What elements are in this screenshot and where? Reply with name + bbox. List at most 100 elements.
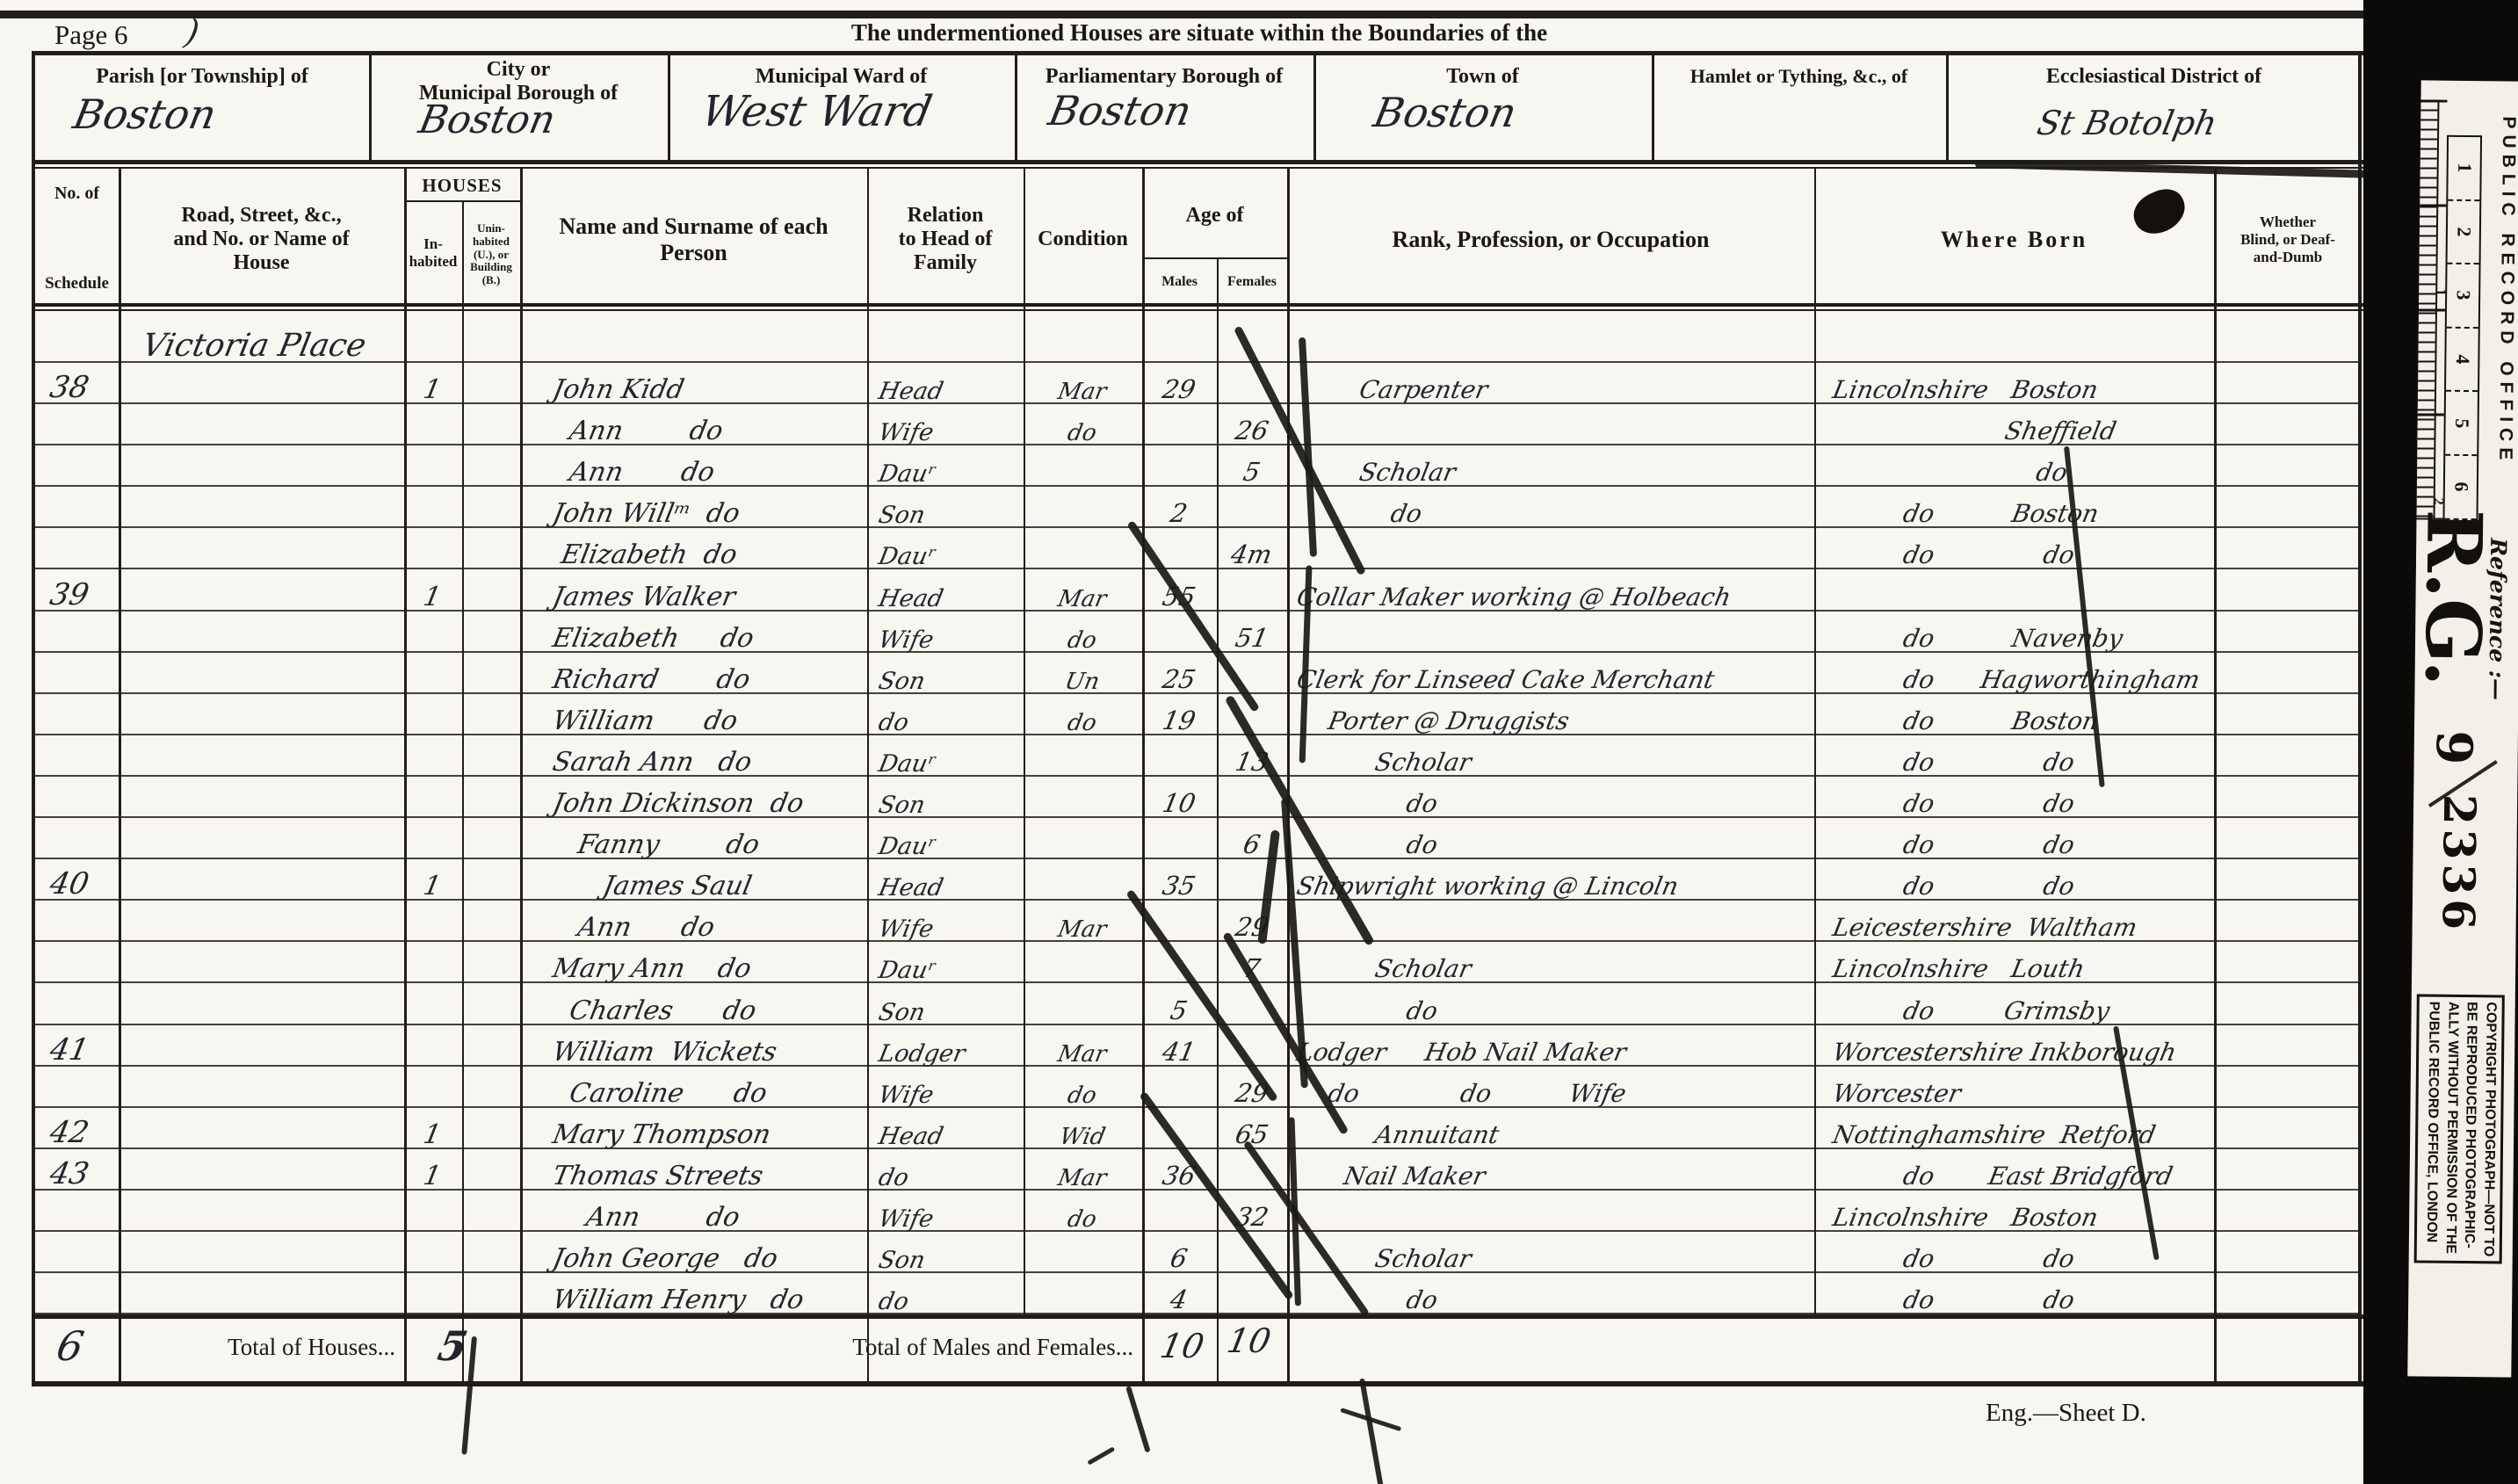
handwritten-entry: Sheffield: [1830, 416, 2119, 446]
cell-schedule: 38: [33, 369, 119, 405]
column-line: [2214, 169, 2217, 1381]
handwritten-entry: Lincolnshire Boston: [1830, 375, 2101, 405]
cell-inhabited: 1: [404, 373, 462, 405]
cell-name: Sarah Ann do: [520, 745, 867, 778]
cell-blind: [2214, 666, 2362, 692]
cell-born: do Boston: [1814, 706, 2214, 735]
cell-schedule: [33, 1197, 119, 1230]
cell-uninhabited: [462, 621, 520, 651]
cell-born: Worcester: [1814, 1078, 2214, 1108]
boundary-value-borough: Boston: [415, 98, 560, 142]
ruler-cell-number: 5: [2450, 417, 2473, 429]
column-header-relation: Relation to Head of Family: [898, 204, 993, 274]
cell-male: [1142, 746, 1217, 775]
column-line: [1652, 54, 1654, 162]
handwritten-entry: do do: [1830, 540, 2078, 570]
cell-male: 2: [1142, 497, 1217, 528]
column-line: [462, 202, 464, 1381]
cell-occupation: do: [1287, 498, 1814, 528]
boundary-label-town: Town of: [1446, 65, 1519, 88]
cell-inhabited: [404, 952, 462, 981]
cell-condition: do: [1024, 707, 1142, 736]
handwritten-entry: Lincolnshire Boston: [1830, 1202, 2101, 1232]
handwritten-entry: Ann do: [550, 1201, 742, 1233]
cell-road: [119, 531, 404, 568]
cell-blind: [2214, 625, 2362, 651]
cell-road: [119, 1234, 404, 1271]
cell-condition: do: [1024, 417, 1142, 446]
cell-condition: Un: [1024, 666, 1142, 695]
boundary-label-hamlet: Hamlet or Tything, &c., of: [1690, 65, 1908, 87]
cell-schedule: [33, 493, 119, 526]
handwritten-entry: Richard do: [550, 663, 753, 695]
cell-condition: do: [1024, 625, 1142, 654]
cell-blind: [2214, 417, 2362, 444]
cell-road: [119, 1111, 404, 1147]
cell-occupation: Porter @ Druggists: [1287, 706, 1814, 735]
column-line: [1217, 259, 1219, 1381]
handwritten-entry: Head: [876, 378, 946, 406]
cell-blind: [2214, 1162, 2362, 1189]
cell-name: Elizabeth do: [520, 538, 867, 570]
handwritten-entry: 26: [1232, 416, 1271, 446]
cell-occupation: do: [1287, 788, 1814, 818]
cell-name: Charles do: [520, 994, 867, 1026]
cell-female: 13: [1217, 746, 1287, 777]
ruler-cell: 3: [2446, 264, 2479, 329]
rule-line: [33, 51, 2363, 55]
cell-relation: Dauʳ: [867, 458, 1024, 488]
cell-uninhabited: [462, 1076, 520, 1106]
cell-inhabited: [404, 910, 462, 940]
handwritten-entry: Mary Thompson: [550, 1118, 774, 1150]
boundary-value-ward: West Ward: [697, 87, 937, 136]
cell-name: Caroline do: [520, 1076, 867, 1109]
column-line: [1313, 54, 1316, 162]
boundary-label-borough: City or Municipal Borough of: [418, 58, 619, 105]
column-line: [32, 51, 35, 1386]
cell-blind: [2214, 500, 2362, 526]
table-row: Caroline do Wife do 29 do do Wife Worcester: [33, 1067, 2362, 1109]
handwritten-entry: 40: [47, 866, 92, 902]
cell-relation: do: [867, 706, 1024, 736]
cell-name: Mary Ann do: [520, 952, 867, 984]
handwritten-entry: do Hagworthingham: [1830, 664, 2203, 694]
table-row: 40 1 James Saul Head 35 Shipwright working @…: [33, 859, 2362, 901]
boundary-label-ecclesiastical: Ecclesiastical District of: [2045, 65, 2262, 88]
handwritten-entry: Head: [876, 584, 946, 612]
cell-condition: [1024, 955, 1142, 981]
cell-schedule: [33, 948, 119, 981]
handwritten-entry: Mar: [1055, 1040, 1110, 1068]
cell-blind: [2214, 335, 2362, 361]
cell-uninhabited: [462, 331, 520, 361]
rule-line: [0, 11, 2363, 18]
cell-occupation: Shipwright working @ Lincoln: [1287, 871, 1814, 901]
cell-relation: do: [867, 1285, 1024, 1315]
cell-relation: Head: [867, 583, 1024, 612]
pen-stroke: [1125, 1386, 1151, 1453]
cell-blind: [2214, 459, 2362, 485]
cell-blind: [2214, 1286, 2362, 1313]
handwritten-entry: 43: [47, 1155, 92, 1191]
cell-born: Leicestershire Waltham: [1814, 912, 2214, 942]
cell-road: [119, 821, 404, 858]
cell-female: 5: [1217, 456, 1287, 487]
table-row: John George do Son 6 Scholar do do: [33, 1232, 2362, 1275]
cell-female: [1217, 870, 1287, 899]
cell-road: [119, 1028, 404, 1065]
cell-condition: Mar: [1024, 1162, 1142, 1191]
handwritten-entry: Son: [876, 1247, 928, 1275]
cell-name: John Kidd: [520, 373, 867, 405]
cell-blind: [2214, 1121, 2362, 1147]
handwritten-entry: do do: [1830, 830, 2078, 860]
handwritten-entry: 4m: [1228, 539, 1275, 570]
cell-relation: Wife: [867, 1203, 1024, 1233]
handwritten-entry: Elizabeth do: [550, 622, 756, 654]
handwritten-entry: do: [1830, 458, 2070, 488]
cell-born: Sheffield: [1814, 416, 2214, 446]
table-row: 38 1 John Kidd Head Mar 29 Carpenter Lincolnsh…: [33, 363, 2362, 406]
cell-inhabited: [404, 455, 462, 485]
handwritten-entry: Nottinghamshire Retford: [1830, 1119, 2159, 1149]
ruler-cell: 2: [2447, 200, 2480, 265]
column-line: [1287, 169, 1290, 1381]
